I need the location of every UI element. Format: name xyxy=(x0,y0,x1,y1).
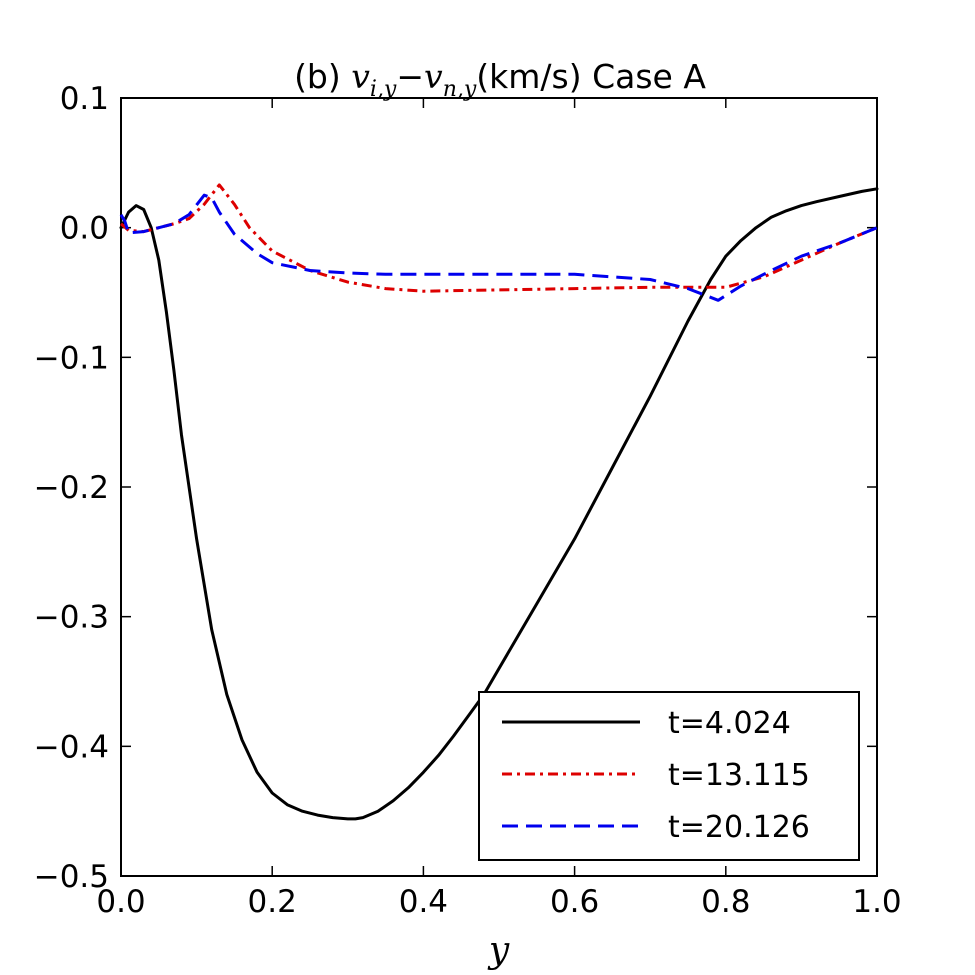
x-tick-label: 1.0 xyxy=(852,884,901,920)
title-minus: − xyxy=(396,57,424,96)
y-tick-label: −0.5 xyxy=(34,859,109,895)
y-tick-label: −0.1 xyxy=(34,340,109,376)
chart-title: (b) vi,y−vn,y(km/s) Case A xyxy=(294,57,706,102)
title-prefix: (b) xyxy=(294,57,351,96)
legend-box xyxy=(478,691,860,861)
legend-label-series-2: t=13.115 xyxy=(668,758,810,793)
legend: t=4.024 t=13.115 t=20.126 xyxy=(478,691,860,861)
y-tick-label: 0.1 xyxy=(60,81,109,117)
legend-label-series-3: t=20.126 xyxy=(668,810,810,845)
x-tick-label: 0.6 xyxy=(550,884,599,920)
axis-tick-labels: 0.0 0.2 0.4 0.6 0.8 1.0 0.1 0.0 −0.1 −0.2 −0.3 −0.4… xyxy=(34,81,902,920)
series-line-3 xyxy=(119,193,878,302)
x-axis-label: y xyxy=(487,930,510,971)
x-tick-label: 0.8 xyxy=(701,884,750,920)
y-tick-label: −0.2 xyxy=(34,470,109,506)
title-var2: v xyxy=(424,57,443,96)
title-var1: v xyxy=(351,57,370,96)
x-tick-label: 0.2 xyxy=(248,884,297,920)
x-tick-label: 0.4 xyxy=(399,884,448,920)
title-suffix: (km/s) Case A xyxy=(476,57,706,96)
x-tick-label: 0.0 xyxy=(96,884,145,920)
axis-ticks xyxy=(120,97,878,877)
series-lines xyxy=(119,183,879,821)
y-tick-label: 0.0 xyxy=(60,211,109,247)
y-tick-label: −0.4 xyxy=(34,729,109,765)
legend-label-series-1: t=4.024 xyxy=(668,706,791,741)
series-line-1 xyxy=(119,187,879,821)
y-tick-label: −0.3 xyxy=(34,600,109,636)
